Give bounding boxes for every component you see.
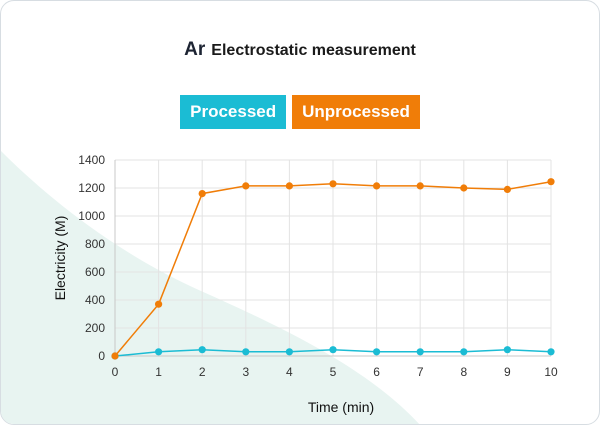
data-point-unprocessed [198, 190, 206, 198]
y-tick-label: 800 [85, 237, 105, 251]
chart-title-text: Electrostatic measurement [211, 42, 416, 59]
data-point-processed [242, 348, 250, 356]
legend-item-unprocessed[interactable]: Unprocessed [292, 95, 420, 129]
data-point-unprocessed [111, 352, 119, 360]
x-tick-label: 1 [155, 365, 162, 379]
x-tick-label: 7 [417, 365, 424, 379]
x-tick-label: 8 [460, 365, 467, 379]
x-tick-label: 0 [112, 365, 119, 379]
data-point-unprocessed [416, 182, 424, 190]
x-tick-label: 6 [373, 365, 380, 379]
data-point-processed [285, 348, 293, 356]
data-point-processed [503, 346, 511, 354]
data-point-processed [547, 348, 555, 356]
element-symbol: Ar [184, 39, 206, 60]
legend-item-processed[interactable]: Processed [180, 95, 287, 129]
x-tick-label: 10 [544, 365, 558, 379]
data-point-processed [460, 348, 468, 356]
data-point-unprocessed [373, 182, 381, 190]
data-point-processed [416, 348, 424, 356]
data-point-unprocessed [503, 185, 511, 193]
y-tick-label: 1000 [78, 209, 105, 223]
y-tick-label: 400 [85, 293, 105, 307]
x-tick-label: 5 [330, 365, 337, 379]
y-tick-label: 600 [85, 265, 105, 279]
y-tick-label: 1200 [78, 181, 105, 195]
data-point-unprocessed [547, 178, 555, 186]
y-tick-label: 200 [85, 321, 105, 335]
x-tick-label: 4 [286, 365, 293, 379]
x-tick-label: 9 [504, 365, 511, 379]
data-point-unprocessed [155, 300, 163, 308]
data-point-unprocessed [242, 182, 250, 190]
y-axis-label: Electricity (M) [52, 216, 68, 301]
data-point-processed [373, 348, 381, 356]
chart-title: Ar Electrostatic measurement [1, 39, 599, 61]
data-point-unprocessed [285, 182, 293, 190]
legend: Processed Unprocessed [1, 95, 599, 129]
x-axis-label: Time (min) [308, 399, 374, 415]
data-point-unprocessed [460, 184, 468, 192]
y-tick-label: 0 [98, 349, 105, 363]
y-tick-label: 1400 [78, 153, 105, 167]
x-tick-label: 3 [242, 365, 249, 379]
data-point-processed [329, 346, 337, 354]
data-point-processed [155, 348, 163, 356]
data-point-unprocessed [329, 180, 337, 188]
x-tick-label: 2 [199, 365, 206, 379]
data-point-processed [198, 346, 206, 354]
